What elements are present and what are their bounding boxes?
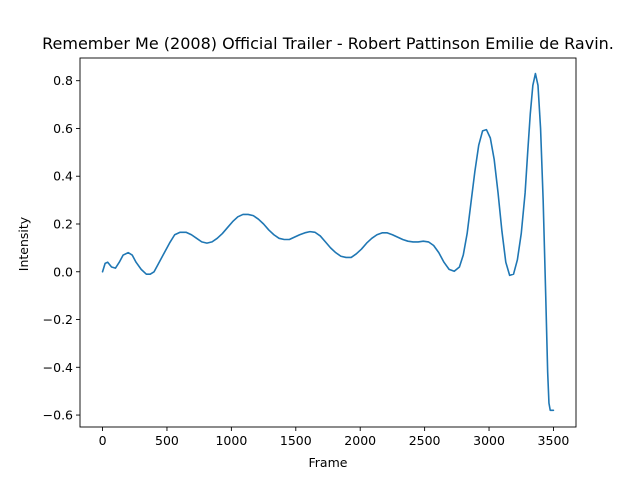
- x-tick-label: 1500: [280, 433, 312, 448]
- x-tick-label: 0: [99, 433, 107, 448]
- x-tick-label: 2500: [409, 433, 441, 448]
- y-tick-label: 0.2: [53, 216, 73, 231]
- x-axis: 0 500 1000 1500 2000 2500 3000 3500: [99, 427, 570, 448]
- y-tick-label: −0.2: [43, 312, 73, 327]
- y-tick-label: −0.6: [43, 408, 73, 423]
- y-tick-label: −0.4: [43, 360, 73, 375]
- x-tick-label: 1000: [215, 433, 247, 448]
- x-axis-label: Frame: [309, 455, 348, 470]
- y-tick-label: 0.4: [53, 169, 73, 184]
- x-tick-label: 3000: [473, 433, 505, 448]
- series-line-0: [101, 72, 555, 412]
- y-axis: −0.6 −0.4 −0.2 0.0 0.2 0.4 0.6 0.8: [43, 73, 80, 423]
- y-tick-label: 0.6: [53, 121, 73, 136]
- plot-frame: [79, 57, 577, 428]
- x-tick-label: 500: [155, 433, 179, 448]
- y-axis-label: Intensity: [16, 216, 31, 271]
- y-tick-label: 0.0: [53, 264, 73, 279]
- x-tick-label: 3500: [538, 433, 570, 448]
- x-tick-label: 2000: [344, 433, 376, 448]
- y-tick-label: 0.8: [53, 73, 73, 88]
- plot-area: [79, 57, 577, 428]
- chart-title: Remember Me (2008) Official Trailer - Ro…: [42, 34, 614, 53]
